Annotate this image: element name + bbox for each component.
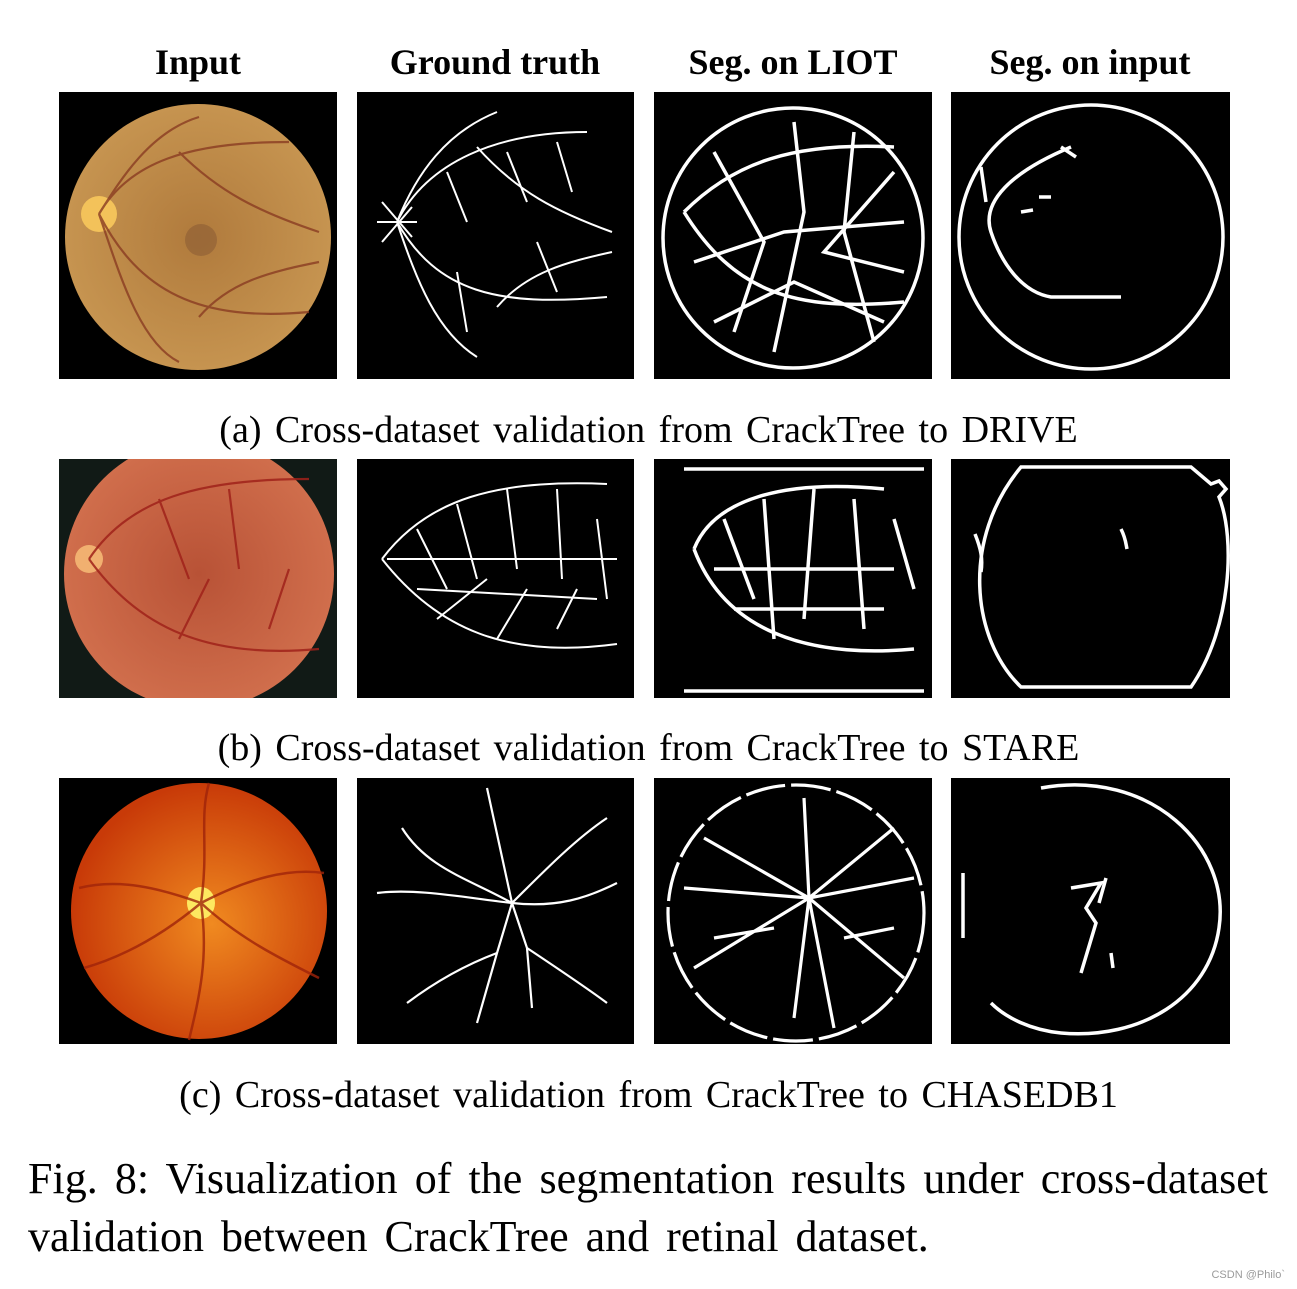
figure-caption: Fig. 8: Visualization of the segmentatio…: [28, 1154, 1268, 1261]
row-b-seg-liot-image: [654, 459, 932, 698]
row-a-ground-truth-image: [357, 92, 634, 379]
row-c-seg-input-image: [951, 778, 1230, 1044]
row-b-input-image: [59, 459, 337, 698]
row-c-seg-liot-image: [654, 778, 932, 1044]
column-header-ground-truth: Ground truth: [389, 42, 601, 82]
row-c-input-image: [59, 778, 337, 1044]
subcaption-c: (c) Cross-dataset validation from CrackT…: [179, 1074, 1118, 1116]
column-header-seg-input: Seg. on input: [989, 42, 1191, 82]
row-a-input-image: [59, 92, 337, 379]
column-header-input: Input: [154, 42, 242, 82]
watermark: CSDN @Philo`: [1211, 1269, 1285, 1281]
subcaption-a: (a) Cross-dataset validation from CrackT…: [219, 409, 1078, 451]
column-header-seg-liot: Seg. on LIOT: [688, 42, 898, 82]
row-b-ground-truth-image: [357, 459, 634, 698]
row-b-seg-input-image: [951, 459, 1230, 698]
row-a-seg-liot-image: [654, 92, 932, 379]
row-a-seg-input-image: [951, 92, 1230, 379]
row-c-ground-truth-image: [357, 778, 634, 1044]
subcaption-b: (b) Cross-dataset validation from CrackT…: [217, 727, 1080, 769]
